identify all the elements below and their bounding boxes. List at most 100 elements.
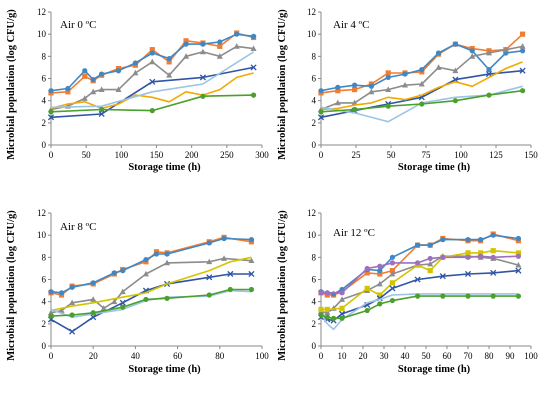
data-point [352, 106, 358, 113]
data-point [377, 292, 383, 298]
y-tick-label: 12 [37, 208, 46, 218]
data-point [385, 103, 391, 109]
y-tick-label: 2 [42, 118, 47, 128]
x-tick-label: 150 [150, 150, 164, 160]
series-line [320, 293, 519, 331]
data-point [143, 256, 149, 263]
data-point [389, 254, 395, 260]
data-point [120, 268, 126, 274]
x-tick-label: 100 [454, 150, 468, 160]
y-tick-label: 8 [312, 252, 317, 262]
x-tick-label: 0 [49, 351, 54, 361]
data-point [515, 293, 522, 299]
series-line [50, 45, 254, 111]
data-point [478, 250, 484, 256]
data-point [153, 251, 160, 257]
data-point [217, 43, 223, 49]
data-point [217, 39, 223, 45]
data-point [520, 88, 526, 94]
data-point [502, 46, 509, 53]
data-point [339, 296, 345, 302]
data-point [464, 270, 472, 278]
data-point [132, 60, 138, 66]
series-3 [48, 255, 255, 316]
series-2 [48, 235, 255, 296]
data-point [166, 55, 172, 62]
data-point [143, 296, 149, 303]
data-point [90, 88, 97, 95]
series-7 [48, 92, 257, 115]
data-point [221, 235, 227, 242]
data-point [352, 86, 358, 93]
data-point [233, 43, 240, 49]
data-point [90, 280, 96, 286]
series-2 [318, 41, 526, 94]
data-point [82, 73, 88, 79]
series-line [320, 61, 523, 111]
data-point [389, 270, 396, 277]
data-point [100, 305, 107, 311]
data-point [418, 80, 425, 87]
series-5 [50, 256, 252, 312]
data-point [385, 70, 391, 76]
data-point [377, 271, 383, 277]
data-point [48, 289, 54, 295]
data-point [515, 250, 521, 256]
data-point [120, 304, 126, 310]
data-point [469, 48, 475, 54]
data-point [515, 235, 522, 242]
data-point [183, 41, 189, 47]
data-point [111, 270, 117, 276]
data-point [90, 314, 97, 321]
series-line [50, 51, 255, 109]
data-point [164, 259, 171, 266]
data-point [119, 299, 126, 306]
series-line [320, 89, 523, 113]
data-point [317, 114, 325, 121]
data-point [115, 86, 122, 92]
y-tick-label: 0 [312, 140, 317, 150]
series-line [50, 273, 252, 333]
data-point [435, 64, 442, 70]
x-tick-label: 300 [255, 150, 269, 160]
y-axis-label: Microbial population (log CFU/g) [6, 9, 17, 160]
y-tick-label: 0 [42, 140, 47, 150]
data-point [389, 260, 395, 266]
data-point [227, 270, 234, 278]
data-point [82, 68, 88, 74]
data-point [339, 290, 345, 296]
data-point [99, 106, 105, 113]
data-point [364, 270, 370, 276]
panel-title: Air 4 ºC [333, 19, 369, 31]
data-point [58, 307, 65, 313]
data-point [149, 58, 156, 65]
data-point [414, 276, 421, 283]
data-point [465, 237, 471, 243]
data-point [364, 265, 370, 272]
data-point [364, 285, 370, 291]
data-point [469, 53, 476, 59]
data-point [368, 88, 375, 95]
data-point [419, 67, 425, 73]
data-point [47, 114, 55, 121]
x-tick-label: 125 [489, 150, 503, 160]
y-tick-label: 10 [37, 230, 47, 240]
data-point [318, 88, 324, 94]
x-tick-label: 10 [338, 351, 348, 361]
data-point [199, 74, 206, 81]
y-tick-label: 0 [312, 341, 317, 351]
x-tick-label: 100 [524, 351, 538, 361]
x-tick-label: 100 [255, 351, 269, 361]
data-point [250, 33, 257, 39]
data-point [98, 86, 105, 92]
data-point [490, 269, 497, 276]
data-point [419, 101, 425, 107]
data-point [415, 293, 421, 299]
data-point [338, 310, 346, 317]
data-point [377, 301, 383, 307]
data-point [69, 299, 76, 306]
x-tick-label: 30 [380, 351, 390, 361]
x-tick-label: 200 [185, 150, 199, 160]
data-point [119, 288, 126, 295]
